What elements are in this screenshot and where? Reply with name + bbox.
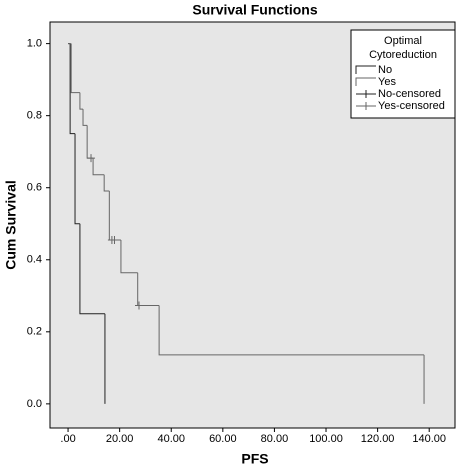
survival-step (74, 133, 80, 225)
legend-swatch (356, 102, 376, 110)
y-tick-label: 1.0 (27, 38, 42, 50)
chart-title: Survival Functions (192, 2, 317, 18)
y-axis-title: Cum Survival (3, 180, 19, 269)
y-tick-label: 0.0 (27, 398, 42, 410)
censor-mark (110, 235, 119, 244)
survival-step (103, 174, 110, 192)
legend-swatch (356, 90, 376, 98)
x-tick-label: 120.00 (361, 433, 395, 445)
x-tick-label: 140.00 (412, 433, 446, 445)
survival-step (82, 109, 88, 126)
y-tick-label: 0.4 (27, 254, 42, 266)
x-axis-title: PFS (241, 451, 268, 467)
survival-step (120, 239, 138, 274)
legend-title: Optimal (384, 35, 422, 47)
survival-step (79, 223, 105, 315)
legend-swatch (355, 65, 376, 74)
legend-label: No-censored (378, 88, 441, 100)
survival-step (158, 305, 425, 356)
x-tick-label: .00 (60, 433, 75, 445)
survival-step (79, 92, 84, 110)
y-tick-label: 0.2 (27, 326, 42, 338)
survival-step (70, 43, 80, 94)
y-tick-label: 0.8 (27, 110, 42, 122)
x-tick-label: 80.00 (261, 433, 289, 445)
legend-title: Cytoreduction (369, 49, 437, 61)
x-tick-label: 60.00 (209, 433, 237, 445)
legend-label: Yes (378, 76, 396, 88)
survival-step (69, 43, 76, 135)
censor-mark (134, 301, 143, 310)
legend-label: Yes-censored (378, 100, 445, 112)
y-tick-label: 0.6 (27, 182, 42, 194)
legend-box (350, 29, 456, 119)
x-tick-label: 40.00 (157, 433, 185, 445)
x-tick-label: 20.00 (106, 433, 134, 445)
legend-label: No (378, 64, 392, 76)
censor-mark (87, 154, 96, 163)
x-tick-label: 100.00 (309, 433, 343, 445)
legend-swatch (355, 77, 376, 86)
survival-step (92, 158, 105, 176)
